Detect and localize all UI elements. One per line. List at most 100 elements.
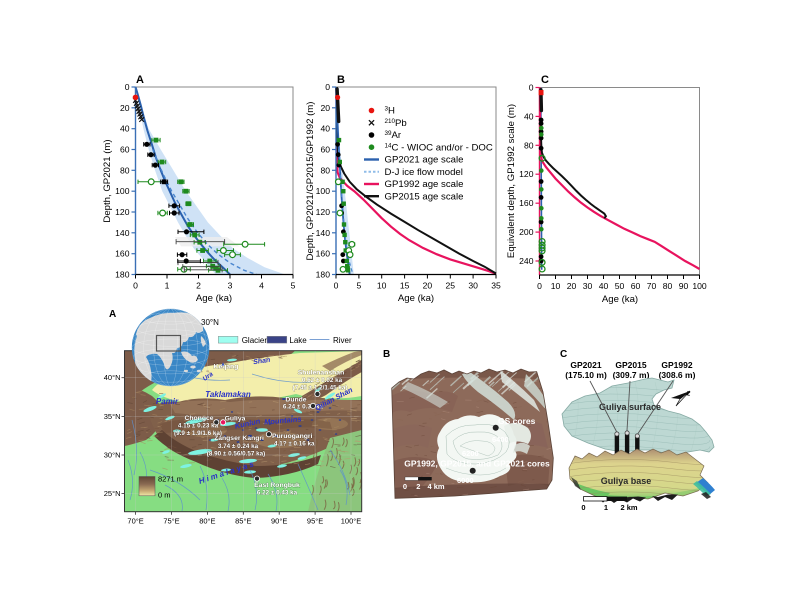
svg-text:Taklamakan: Taklamakan xyxy=(205,390,251,399)
svg-text:160: 160 xyxy=(316,249,331,259)
svg-text:20: 20 xyxy=(120,103,130,113)
svg-text:Pamir: Pamir xyxy=(156,397,179,406)
svg-text:50: 50 xyxy=(615,281,625,291)
svg-text:180: 180 xyxy=(316,270,331,280)
svg-text:80: 80 xyxy=(524,140,534,150)
svg-text:90°E: 90°E xyxy=(271,517,287,526)
svg-text:70: 70 xyxy=(647,281,657,291)
svg-text:0 m: 0 m xyxy=(158,491,171,500)
svg-text:River: River xyxy=(333,336,352,345)
svg-text:Guliya surface: Guliya surface xyxy=(599,402,661,412)
svg-text:6200: 6200 xyxy=(462,449,479,458)
svg-text:East Rongbuk: East Rongbuk xyxy=(254,482,300,489)
svg-text:80: 80 xyxy=(663,281,673,291)
svg-text:8271 m: 8271 m xyxy=(158,475,183,484)
svg-text:GP2015: GP2015 xyxy=(615,360,646,370)
svg-text:6.22 ± 0.43 ka: 6.22 ± 0.43 ka xyxy=(257,490,298,497)
svg-text:4.1? ± 0.16 ka: 4.1? ± 0.16 ka xyxy=(274,441,315,448)
svg-text:GP1992: GP1992 xyxy=(661,360,692,370)
svg-text:20: 20 xyxy=(320,103,330,113)
svg-text:4: 4 xyxy=(259,281,264,291)
svg-text:60: 60 xyxy=(120,145,130,155)
svg-text:0: 0 xyxy=(334,281,339,291)
svg-text:10: 10 xyxy=(551,281,561,291)
svg-text:z: z xyxy=(686,388,692,398)
svg-text:(308.6 m): (308.6 m) xyxy=(659,370,696,380)
svg-text:GP2021: GP2021 xyxy=(570,360,601,370)
svg-text:C: C xyxy=(541,74,549,86)
svg-text:3: 3 xyxy=(228,281,233,291)
svg-text:GS cores: GS cores xyxy=(498,416,536,426)
svg-text:40: 40 xyxy=(120,124,130,134)
svg-text:0: 0 xyxy=(529,83,534,93)
svg-text:1: 1 xyxy=(165,281,170,291)
svg-text:Chongce: Chongce xyxy=(184,415,213,422)
svg-text:0: 0 xyxy=(581,503,585,512)
svg-text:Equivalent depth, GP1992 scale: Equivalent depth, GP1992 scale (m) xyxy=(506,104,517,258)
svg-text:20: 20 xyxy=(567,281,577,291)
svg-text:0: 0 xyxy=(403,482,407,491)
svg-text:60: 60 xyxy=(320,145,330,155)
svg-text:B: B xyxy=(337,74,345,86)
svg-text:180: 180 xyxy=(115,270,130,280)
svg-text:GP2021 age scale: GP2021 age scale xyxy=(385,155,464,166)
svg-text:25°N: 25°N xyxy=(104,489,121,498)
svg-text:80°E: 80°E xyxy=(199,517,215,526)
svg-text:Age (ka): Age (ka) xyxy=(398,293,434,304)
svg-text:200: 200 xyxy=(519,227,534,237)
svg-text:D-J ice flow model: D-J ice flow model xyxy=(385,167,463,178)
svg-text:210Pb: 210Pb xyxy=(385,118,407,129)
svg-text:(8.90 ± 0.56/0.57 ka): (8.90 ± 0.56/0.57 ka) xyxy=(207,451,265,458)
svg-text:Guliya base: Guliya base xyxy=(601,476,652,486)
svg-text:Dunde: Dunde xyxy=(285,397,306,404)
svg-text:(309.7 m): (309.7 m) xyxy=(613,370,650,380)
svg-text:4.15 ± 0.23 ka: 4.15 ± 0.23 ka xyxy=(178,423,219,430)
svg-text:80: 80 xyxy=(320,165,330,175)
svg-text:10: 10 xyxy=(377,281,387,291)
svg-text:100: 100 xyxy=(316,186,331,196)
svg-text:100: 100 xyxy=(115,186,130,196)
svg-text:Puruogangri: Puruogangri xyxy=(272,433,313,440)
svg-text:120: 120 xyxy=(115,207,130,217)
svg-text:70°E: 70°E xyxy=(127,517,143,526)
svg-text:3H: 3H xyxy=(385,106,396,117)
svg-text:25: 25 xyxy=(446,281,456,291)
svg-text:2: 2 xyxy=(416,482,420,491)
svg-text:95°E: 95°E xyxy=(307,517,323,526)
svg-text:Age (ka): Age (ka) xyxy=(602,294,638,305)
svg-text:6400: 6400 xyxy=(492,435,509,444)
svg-text:3.74 ± 0.24 ka: 3.74 ± 0.24 ka xyxy=(218,443,259,450)
svg-text:30: 30 xyxy=(468,281,478,291)
svg-text:6000: 6000 xyxy=(457,476,474,485)
svg-text:2 km: 2 km xyxy=(620,503,637,512)
svg-text:Age (ka): Age (ka) xyxy=(196,293,232,304)
svg-text:1: 1 xyxy=(604,503,608,512)
svg-text:2: 2 xyxy=(196,281,201,291)
svg-text:Zangser Kangri: Zangser Kangri xyxy=(214,435,264,442)
svg-text:60: 60 xyxy=(631,281,641,291)
svg-text:40: 40 xyxy=(599,281,609,291)
svg-text:160: 160 xyxy=(115,249,130,259)
svg-text:85°E: 85°E xyxy=(235,517,251,526)
svg-text:(175.10 m): (175.10 m) xyxy=(565,370,607,380)
svg-text:A: A xyxy=(136,74,144,86)
svg-text:GP2015 age scale: GP2015 age scale xyxy=(385,191,464,202)
svg-text:100°E: 100°E xyxy=(341,517,362,526)
svg-text:6.24 ± 0.33 ka: 6.24 ± 0.33 ka xyxy=(283,404,324,411)
svg-text:75°E: 75°E xyxy=(163,517,179,526)
svg-text:35: 35 xyxy=(491,281,501,291)
svg-text:120: 120 xyxy=(519,169,534,179)
svg-text:C: C xyxy=(560,349,567,360)
svg-text:Shan: Shan xyxy=(253,357,271,366)
svg-text:40: 40 xyxy=(524,111,534,121)
svg-text:Mountains: Mountains xyxy=(264,414,302,426)
svg-text:Glacier: Glacier xyxy=(242,336,268,345)
svg-text:140: 140 xyxy=(316,228,331,238)
svg-text:40°N: 40°N xyxy=(104,373,121,382)
svg-text:Keqang: Keqang xyxy=(214,364,239,371)
svg-text:39Ar: 39Ar xyxy=(385,130,402,141)
svg-text:0: 0 xyxy=(133,281,138,291)
svg-text:Shulenanshan: Shulenanshan xyxy=(298,370,344,377)
svg-text:B: B xyxy=(383,349,390,360)
svg-text:80: 80 xyxy=(120,165,130,175)
